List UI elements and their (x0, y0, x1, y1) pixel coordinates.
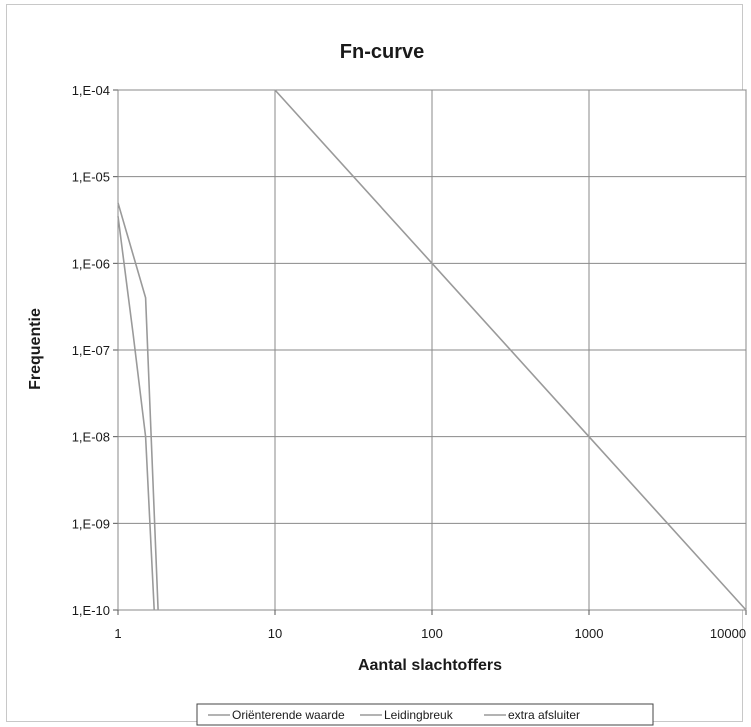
y-tick-label: 1,E-07 (72, 343, 110, 358)
y-tick-label: 1,E-04 (72, 83, 110, 98)
y-tick-label: 1,E-05 (72, 170, 110, 185)
chart-title: Fn-curve (340, 41, 424, 63)
x-tick-label: 10000 (710, 626, 746, 641)
x-tick-label: 1 (114, 626, 121, 641)
plot-area: 1,E-10 1,E-09 1,E-08 1,E-07 1,E-06 1,E-05 1,E-… (72, 83, 747, 641)
x-axis-title: Aantal slachtoffers (358, 657, 502, 674)
series-line-1 (117, 202, 159, 611)
legend: Oriënterende waarde Leidingbreuk extra afs… (196, 703, 654, 726)
y-tick-label: 1,E-08 (72, 430, 110, 445)
y-tick-label: 1,E-06 (72, 256, 110, 271)
y-axis-title: Frequentie (27, 308, 44, 390)
y-tick-label: 1,E-10 (72, 603, 110, 618)
series-line-0 (274, 89, 747, 611)
series-line-2 (117, 216, 155, 611)
x-tick-label: 100 (421, 626, 443, 641)
x-tick-label: 10 (268, 626, 282, 641)
x-tick-label: 1000 (575, 626, 604, 641)
legend-label-0: Oriënterende waarde (232, 708, 345, 722)
legend-label-2: extra afsluiter (508, 708, 580, 722)
y-tick-label: 1,E-09 (72, 516, 110, 531)
legend-label-1: Leidingbreuk (384, 708, 454, 722)
legend-box (196, 703, 654, 726)
